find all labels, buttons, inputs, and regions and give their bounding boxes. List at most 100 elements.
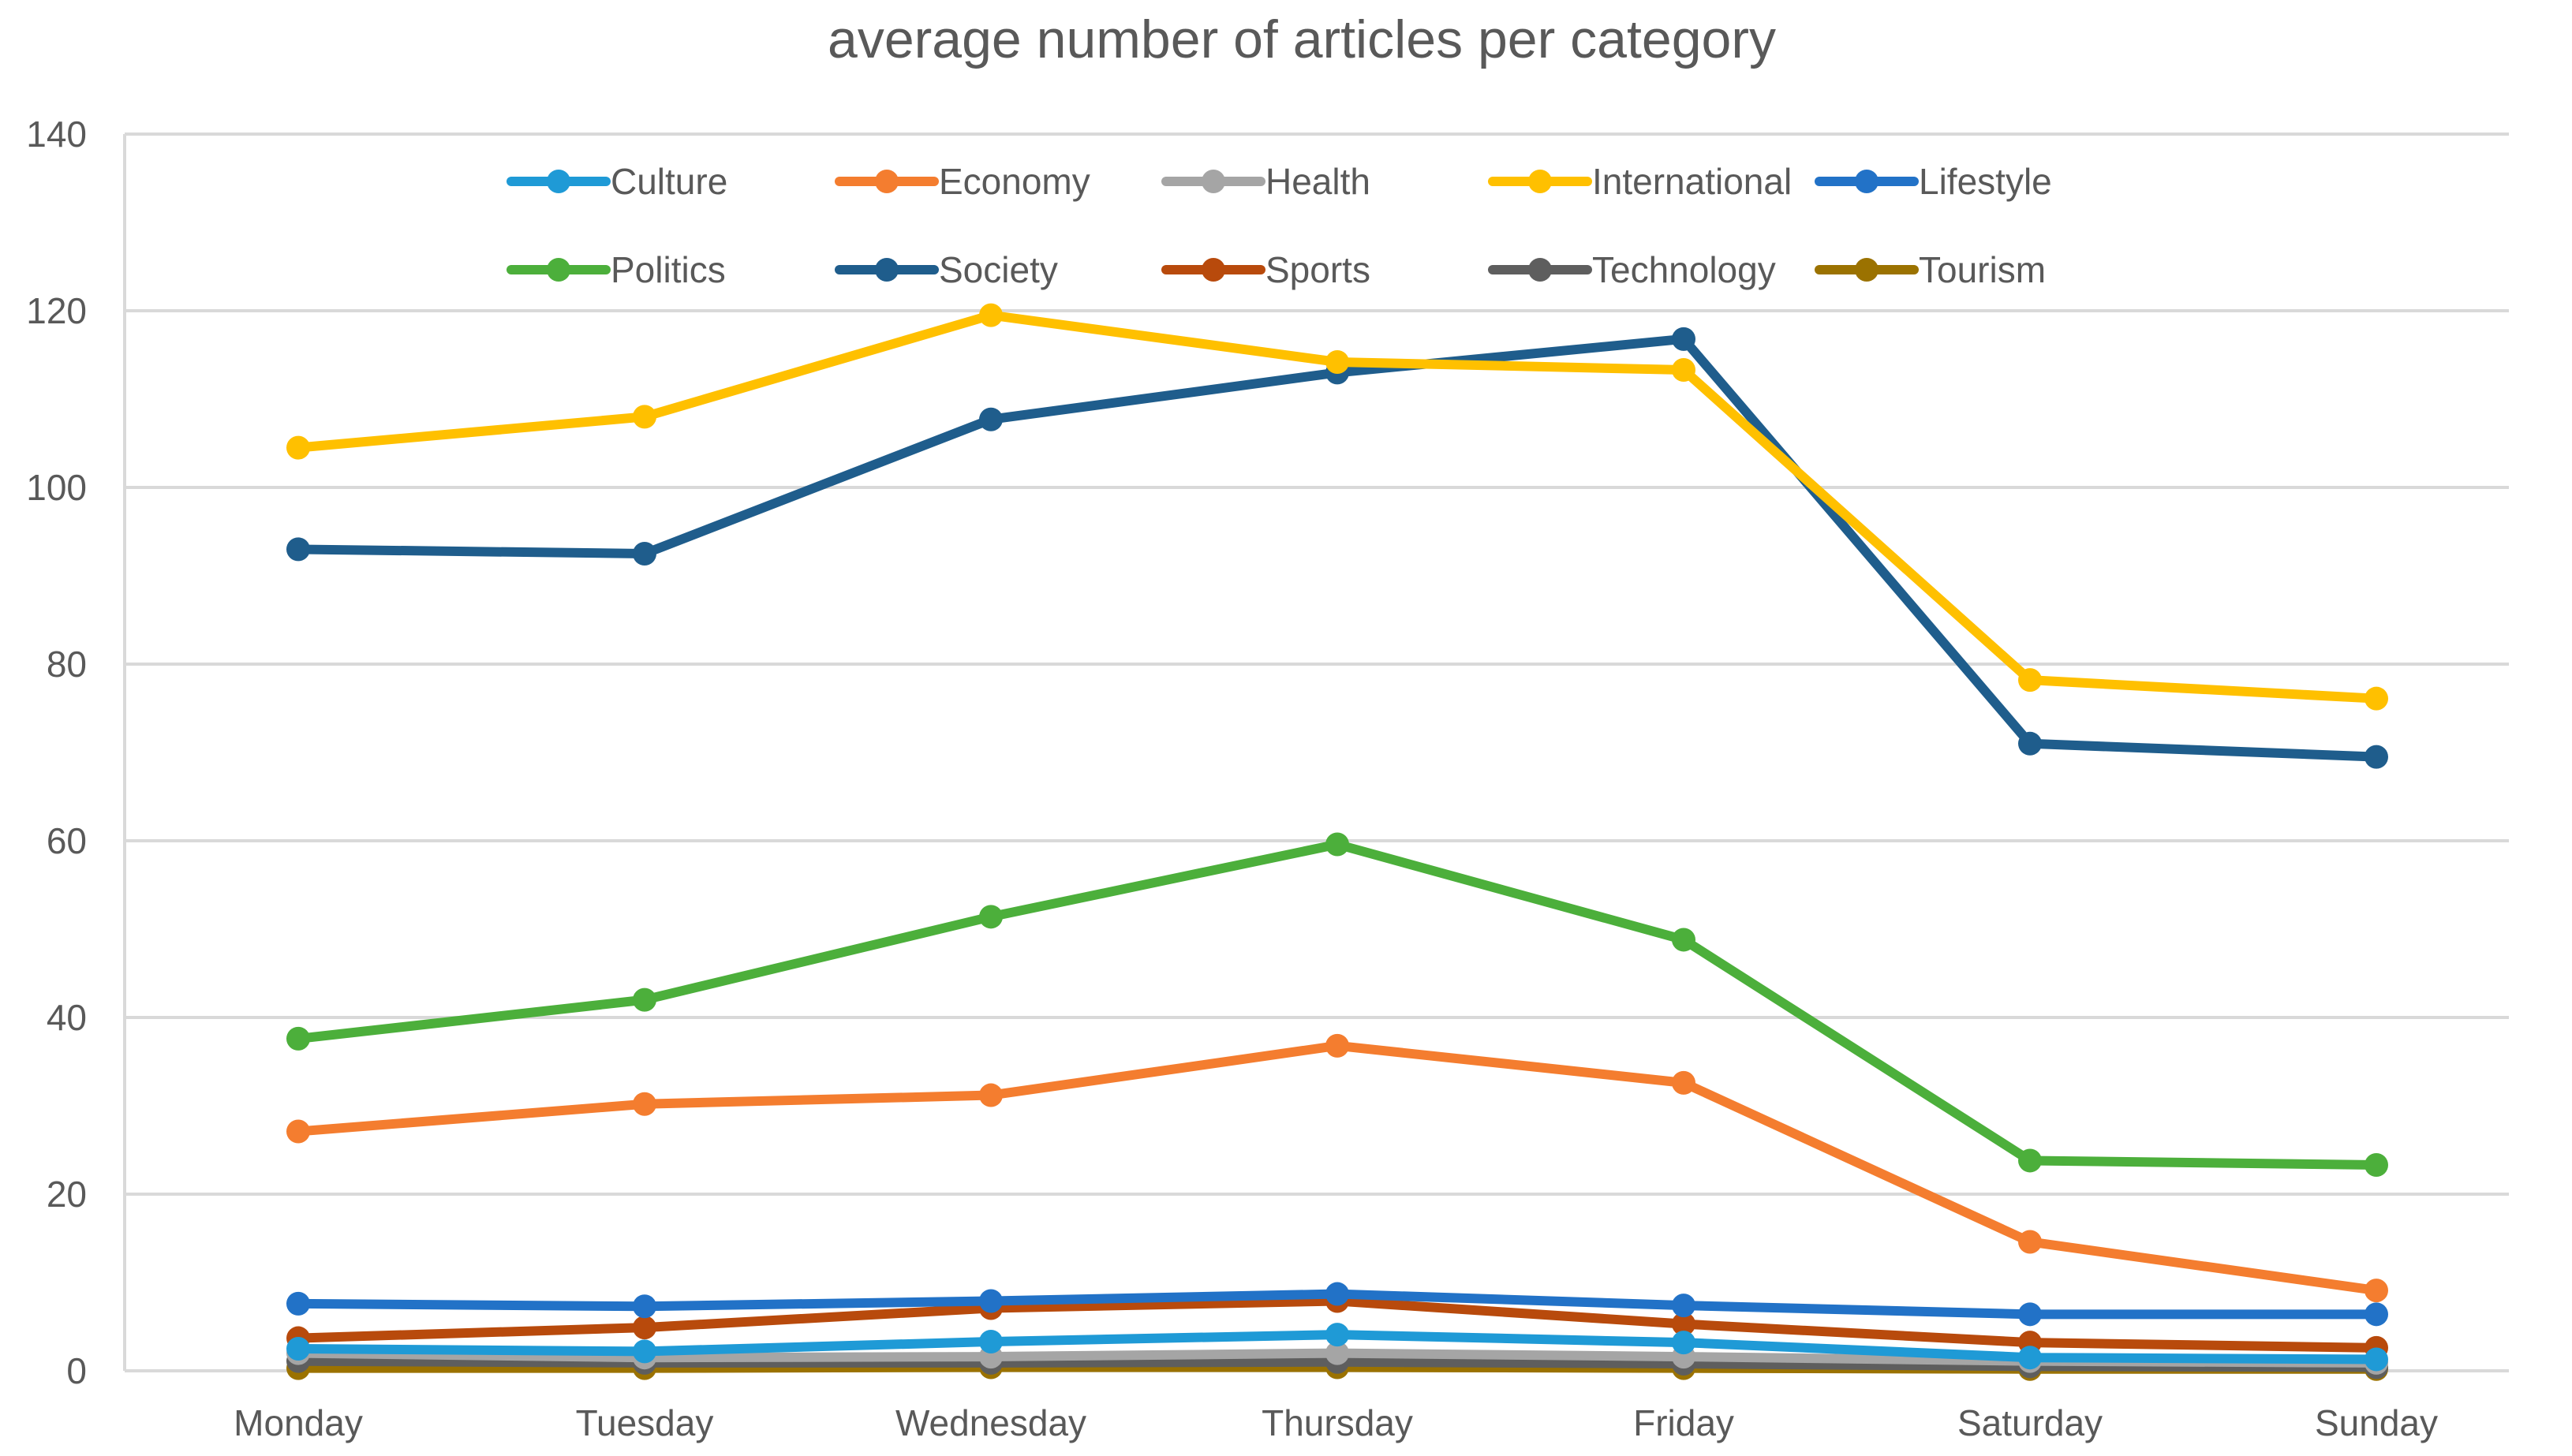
legend-label: Lifestyle: [1919, 161, 2052, 202]
legend-marker: [547, 258, 570, 282]
legend-item-culture: Culture: [507, 161, 727, 202]
series-economy: [286, 1033, 2388, 1303]
series-line: [293, 839, 2381, 1170]
x-tick-label: Sunday: [2315, 1402, 2438, 1443]
legend-label: Economy: [939, 161, 1090, 202]
y-tick-label: 80: [47, 644, 87, 685]
data-point: [1672, 1070, 1695, 1095]
data-point: [2365, 1302, 2388, 1327]
data-point: [2365, 1279, 2388, 1303]
data-point: [1672, 358, 1695, 383]
axes: 0 20 40 60 80 100 120 140 Monday Tuesday Wednesday…: [26, 114, 2509, 1443]
data-point: [2018, 668, 2042, 693]
series-lifestyle: [286, 1282, 2388, 1327]
data-point: [1325, 1323, 1349, 1347]
data-point: [2365, 686, 2388, 711]
data-point: [2018, 1346, 2042, 1370]
series-line: [293, 1040, 2381, 1296]
data-point: [2365, 745, 2388, 769]
data-point: [1325, 1282, 1349, 1306]
data-point: [633, 1339, 656, 1364]
data-point: [1325, 1341, 1349, 1365]
series-politics: [286, 832, 2388, 1178]
legend-marker: [1528, 258, 1552, 282]
data-point: [286, 1026, 310, 1051]
legend-marker: [1528, 170, 1552, 193]
legend-item-international: International: [1488, 161, 1792, 202]
x-tick-label: Monday: [234, 1402, 363, 1443]
data-point: [2365, 1347, 2388, 1372]
series-line: [293, 334, 2381, 762]
y-tick-label: 120: [26, 290, 87, 331]
x-tick-label: Friday: [1633, 1402, 1734, 1443]
x-tick-label: Wednesday: [895, 1402, 1086, 1443]
legend-label: Technology: [1592, 249, 1776, 290]
data-point: [979, 303, 1003, 327]
y-tick-label: 140: [26, 114, 87, 155]
data-point: [979, 407, 1003, 431]
y-tick-label: 100: [26, 467, 87, 508]
legend-marker: [547, 170, 570, 193]
data-point: [979, 1289, 1003, 1313]
data-point: [633, 1294, 656, 1319]
series-society: [286, 327, 2388, 769]
legend-item-tourism: Tourism: [1815, 249, 2046, 290]
legend-marker: [1202, 170, 1225, 193]
legend-marker: [875, 170, 899, 193]
series-culture: [286, 1323, 2388, 1372]
data-point: [633, 987, 656, 1012]
legend-marker: [1855, 258, 1879, 282]
data-point: [979, 1083, 1003, 1107]
data-point: [286, 435, 310, 460]
legend-label: International: [1592, 161, 1792, 202]
legend-label: Politics: [611, 249, 726, 290]
data-point: [2018, 1230, 2042, 1254]
legend-item-politics: Politics: [507, 249, 726, 290]
data-point: [2018, 1148, 2042, 1173]
data-point: [633, 542, 656, 566]
data-point: [286, 1291, 310, 1316]
data-point: [1325, 1033, 1349, 1058]
data-point: [1672, 928, 1695, 952]
legend-item-sports: Sports: [1161, 249, 1370, 290]
series-international: [286, 303, 2388, 711]
y-tick-label: 0: [66, 1350, 87, 1391]
data-point: [286, 1337, 310, 1361]
legend-marker: [1202, 258, 1225, 282]
series-layer: [286, 303, 2388, 1381]
data-point: [286, 537, 310, 562]
legend-item-economy: Economy: [835, 161, 1090, 202]
data-point: [1672, 1294, 1695, 1318]
y-tick-label: 20: [47, 1174, 87, 1215]
y-tick-label: 40: [47, 997, 87, 1038]
data-point: [633, 1316, 656, 1340]
x-tick-label: Saturday: [1957, 1402, 2103, 1443]
data-point: [1672, 327, 1695, 351]
legend-item-technology: Technology: [1488, 249, 1776, 290]
legend-item-health: Health: [1161, 161, 1370, 202]
legend-marker: [875, 258, 899, 282]
legend: Culture Economy Health International Lifesty…: [507, 161, 2052, 290]
x-tick-label: Tuesday: [576, 1402, 714, 1443]
legend-label: Tourism: [1919, 249, 2046, 290]
data-point: [1672, 1312, 1695, 1336]
legend-marker: [1855, 170, 1879, 193]
data-point: [1325, 832, 1349, 857]
grid: [125, 133, 2509, 1196]
chart-title: average number of articles per category: [828, 9, 1776, 69]
data-point: [286, 1119, 310, 1144]
data-point: [979, 905, 1003, 929]
x-tick-label: Thursday: [1262, 1402, 1413, 1443]
data-point: [2365, 1153, 2388, 1178]
data-point: [1325, 349, 1349, 374]
y-tick-label: 60: [47, 820, 87, 861]
legend-label: Culture: [611, 161, 727, 202]
data-point: [633, 405, 656, 429]
legend-item-society: Society: [835, 249, 1058, 290]
legend-label: Sports: [1265, 249, 1370, 290]
data-point: [633, 1092, 656, 1116]
data-point: [1672, 1331, 1695, 1355]
legend-item-lifestyle: Lifestyle: [1815, 161, 2052, 202]
legend-label: Society: [939, 249, 1058, 290]
